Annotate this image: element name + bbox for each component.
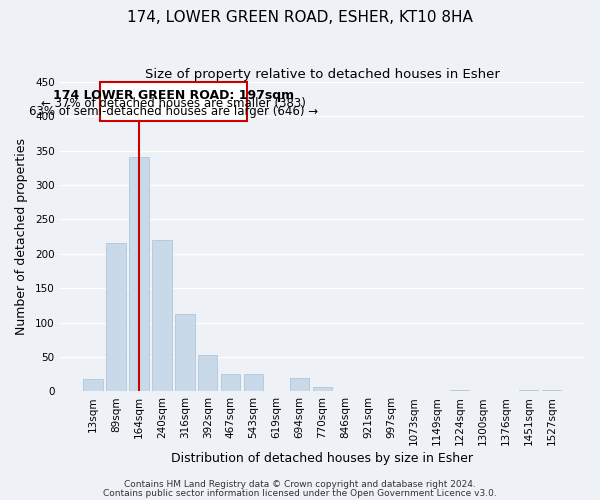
Text: Contains HM Land Registry data © Crown copyright and database right 2024.: Contains HM Land Registry data © Crown c… <box>124 480 476 489</box>
FancyBboxPatch shape <box>100 82 247 121</box>
Text: 174 LOWER GREEN ROAD: 197sqm: 174 LOWER GREEN ROAD: 197sqm <box>53 88 294 102</box>
Bar <box>152 240 172 392</box>
Text: 174, LOWER GREEN ROAD, ESHER, KT10 8HA: 174, LOWER GREEN ROAD, ESHER, KT10 8HA <box>127 10 473 25</box>
Bar <box>450 390 469 392</box>
Bar <box>542 390 561 392</box>
Bar <box>83 379 103 392</box>
X-axis label: Distribution of detached houses by size in Esher: Distribution of detached houses by size … <box>171 452 473 465</box>
Bar <box>313 386 332 392</box>
Bar <box>290 378 309 392</box>
Text: ← 37% of detached houses are smaller (383): ← 37% of detached houses are smaller (38… <box>41 97 306 110</box>
Text: 63% of semi-detached houses are larger (646) →: 63% of semi-detached houses are larger (… <box>29 105 318 118</box>
Y-axis label: Number of detached properties: Number of detached properties <box>15 138 28 335</box>
Bar <box>244 374 263 392</box>
Text: Contains public sector information licensed under the Open Government Licence v3: Contains public sector information licen… <box>103 488 497 498</box>
Title: Size of property relative to detached houses in Esher: Size of property relative to detached ho… <box>145 68 500 80</box>
Bar <box>106 244 126 392</box>
Bar <box>198 355 217 392</box>
Bar <box>129 158 149 392</box>
Bar <box>175 314 194 392</box>
Bar <box>221 374 241 392</box>
Bar <box>519 390 538 392</box>
